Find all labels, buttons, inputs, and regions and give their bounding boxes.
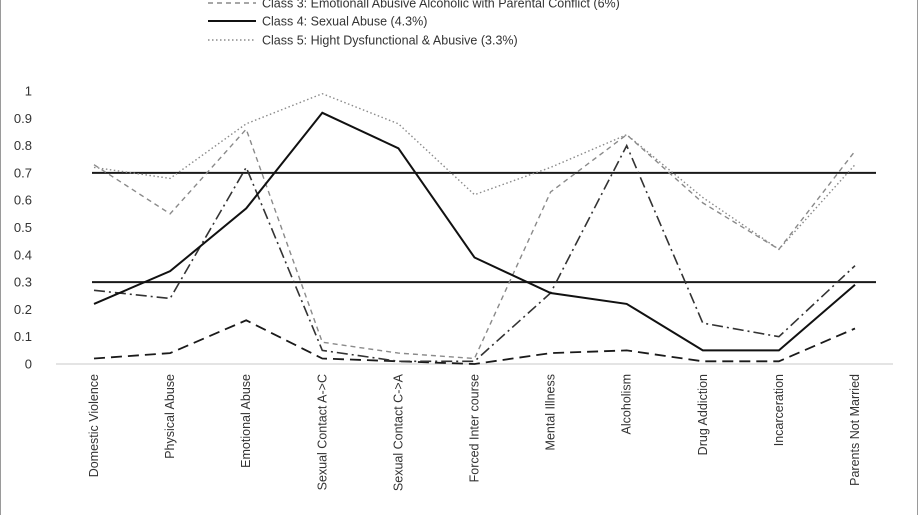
x-category-label: Domestic Violence [87, 374, 101, 477]
y-tick-label: 0.1 [14, 329, 32, 344]
x-category-label: Alcoholism [620, 374, 634, 434]
y-tick-label: 1 [25, 84, 32, 99]
series-line-1 [93, 319, 856, 365]
legend-label: Class 5: Hight Dysfunctional & Abusive (… [262, 34, 518, 48]
series-line-4 [93, 111, 856, 352]
y-tick-label: 0 [25, 357, 32, 372]
y-tick-label: 0.4 [14, 247, 32, 262]
x-category-label: Emotional Abuse [239, 374, 253, 468]
y-tick-label: 0.9 [14, 111, 32, 126]
x-category-label: Mental Illness [544, 374, 558, 450]
series-line-2 [93, 143, 856, 363]
x-category-label: Sexual Contact C->A [391, 373, 405, 491]
x-category-label: Physical Abuse [163, 374, 177, 459]
x-category-label: Parents Not Married [848, 374, 862, 486]
x-category-label: Forced Inter course [468, 374, 482, 482]
legend-label: Class 3: Emotionall Abusive Alcoholic wi… [262, 0, 620, 11]
y-tick-label: 0.2 [14, 302, 32, 317]
y-tick-label: 0.6 [14, 193, 32, 208]
y-tick-label: 0.8 [14, 138, 32, 153]
series-line-3 [93, 127, 856, 360]
x-category-label: Sexual Contact A->C [315, 374, 329, 490]
x-category-label: Incarceration [772, 374, 786, 446]
legend-label: Class 4: Sexual Abuse (4.3%) [262, 15, 427, 29]
x-category-label: Drug Addiction [696, 374, 710, 455]
y-tick-label: 0.5 [14, 220, 32, 235]
y-tick-label: 0.7 [14, 165, 32, 180]
y-tick-label: 0.3 [14, 275, 32, 290]
